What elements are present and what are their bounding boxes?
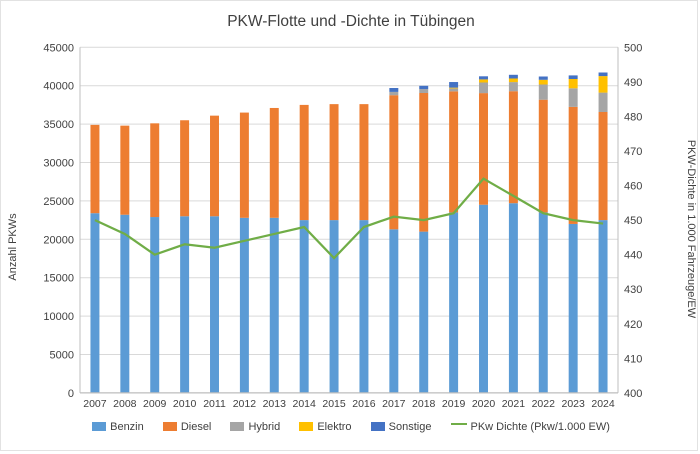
svg-text:400: 400	[624, 388, 642, 400]
svg-text:10000: 10000	[43, 311, 74, 323]
svg-text:2013: 2013	[263, 398, 287, 410]
svg-text:2015: 2015	[322, 398, 346, 410]
svg-text:2012: 2012	[233, 398, 257, 410]
svg-text:2019: 2019	[442, 398, 466, 410]
svg-text:2010: 2010	[173, 398, 197, 410]
svg-text:2009: 2009	[143, 398, 167, 410]
svg-text:470: 470	[624, 146, 642, 158]
svg-text:30000: 30000	[43, 158, 74, 170]
svg-text:440: 440	[624, 250, 642, 262]
svg-text:420: 420	[624, 319, 642, 331]
svg-text:410: 410	[624, 353, 642, 365]
svg-text:0: 0	[68, 388, 74, 400]
svg-text:40000: 40000	[43, 81, 74, 93]
svg-text:2018: 2018	[412, 398, 436, 410]
svg-text:15000: 15000	[43, 273, 74, 285]
svg-text:500: 500	[624, 42, 642, 54]
svg-text:2023: 2023	[561, 398, 585, 410]
svg-text:5000: 5000	[50, 350, 74, 362]
svg-text:480: 480	[624, 111, 642, 123]
svg-text:45000: 45000	[43, 42, 74, 54]
svg-text:2014: 2014	[292, 398, 316, 410]
svg-text:35000: 35000	[43, 119, 74, 131]
svg-text:2022: 2022	[532, 398, 556, 410]
svg-text:2011: 2011	[203, 398, 226, 410]
svg-text:2008: 2008	[113, 398, 137, 410]
svg-text:2020: 2020	[472, 398, 496, 410]
svg-text:2024: 2024	[591, 398, 615, 410]
svg-text:2007: 2007	[83, 398, 107, 410]
svg-text:450: 450	[624, 215, 642, 227]
svg-text:430: 430	[624, 284, 642, 296]
svg-text:2021: 2021	[502, 398, 526, 410]
svg-text:20000: 20000	[43, 234, 74, 246]
svg-text:460: 460	[624, 181, 642, 193]
svg-text:490: 490	[624, 77, 642, 89]
svg-text:2017: 2017	[382, 398, 406, 410]
svg-text:2016: 2016	[352, 398, 376, 410]
svg-text:25000: 25000	[43, 196, 74, 208]
